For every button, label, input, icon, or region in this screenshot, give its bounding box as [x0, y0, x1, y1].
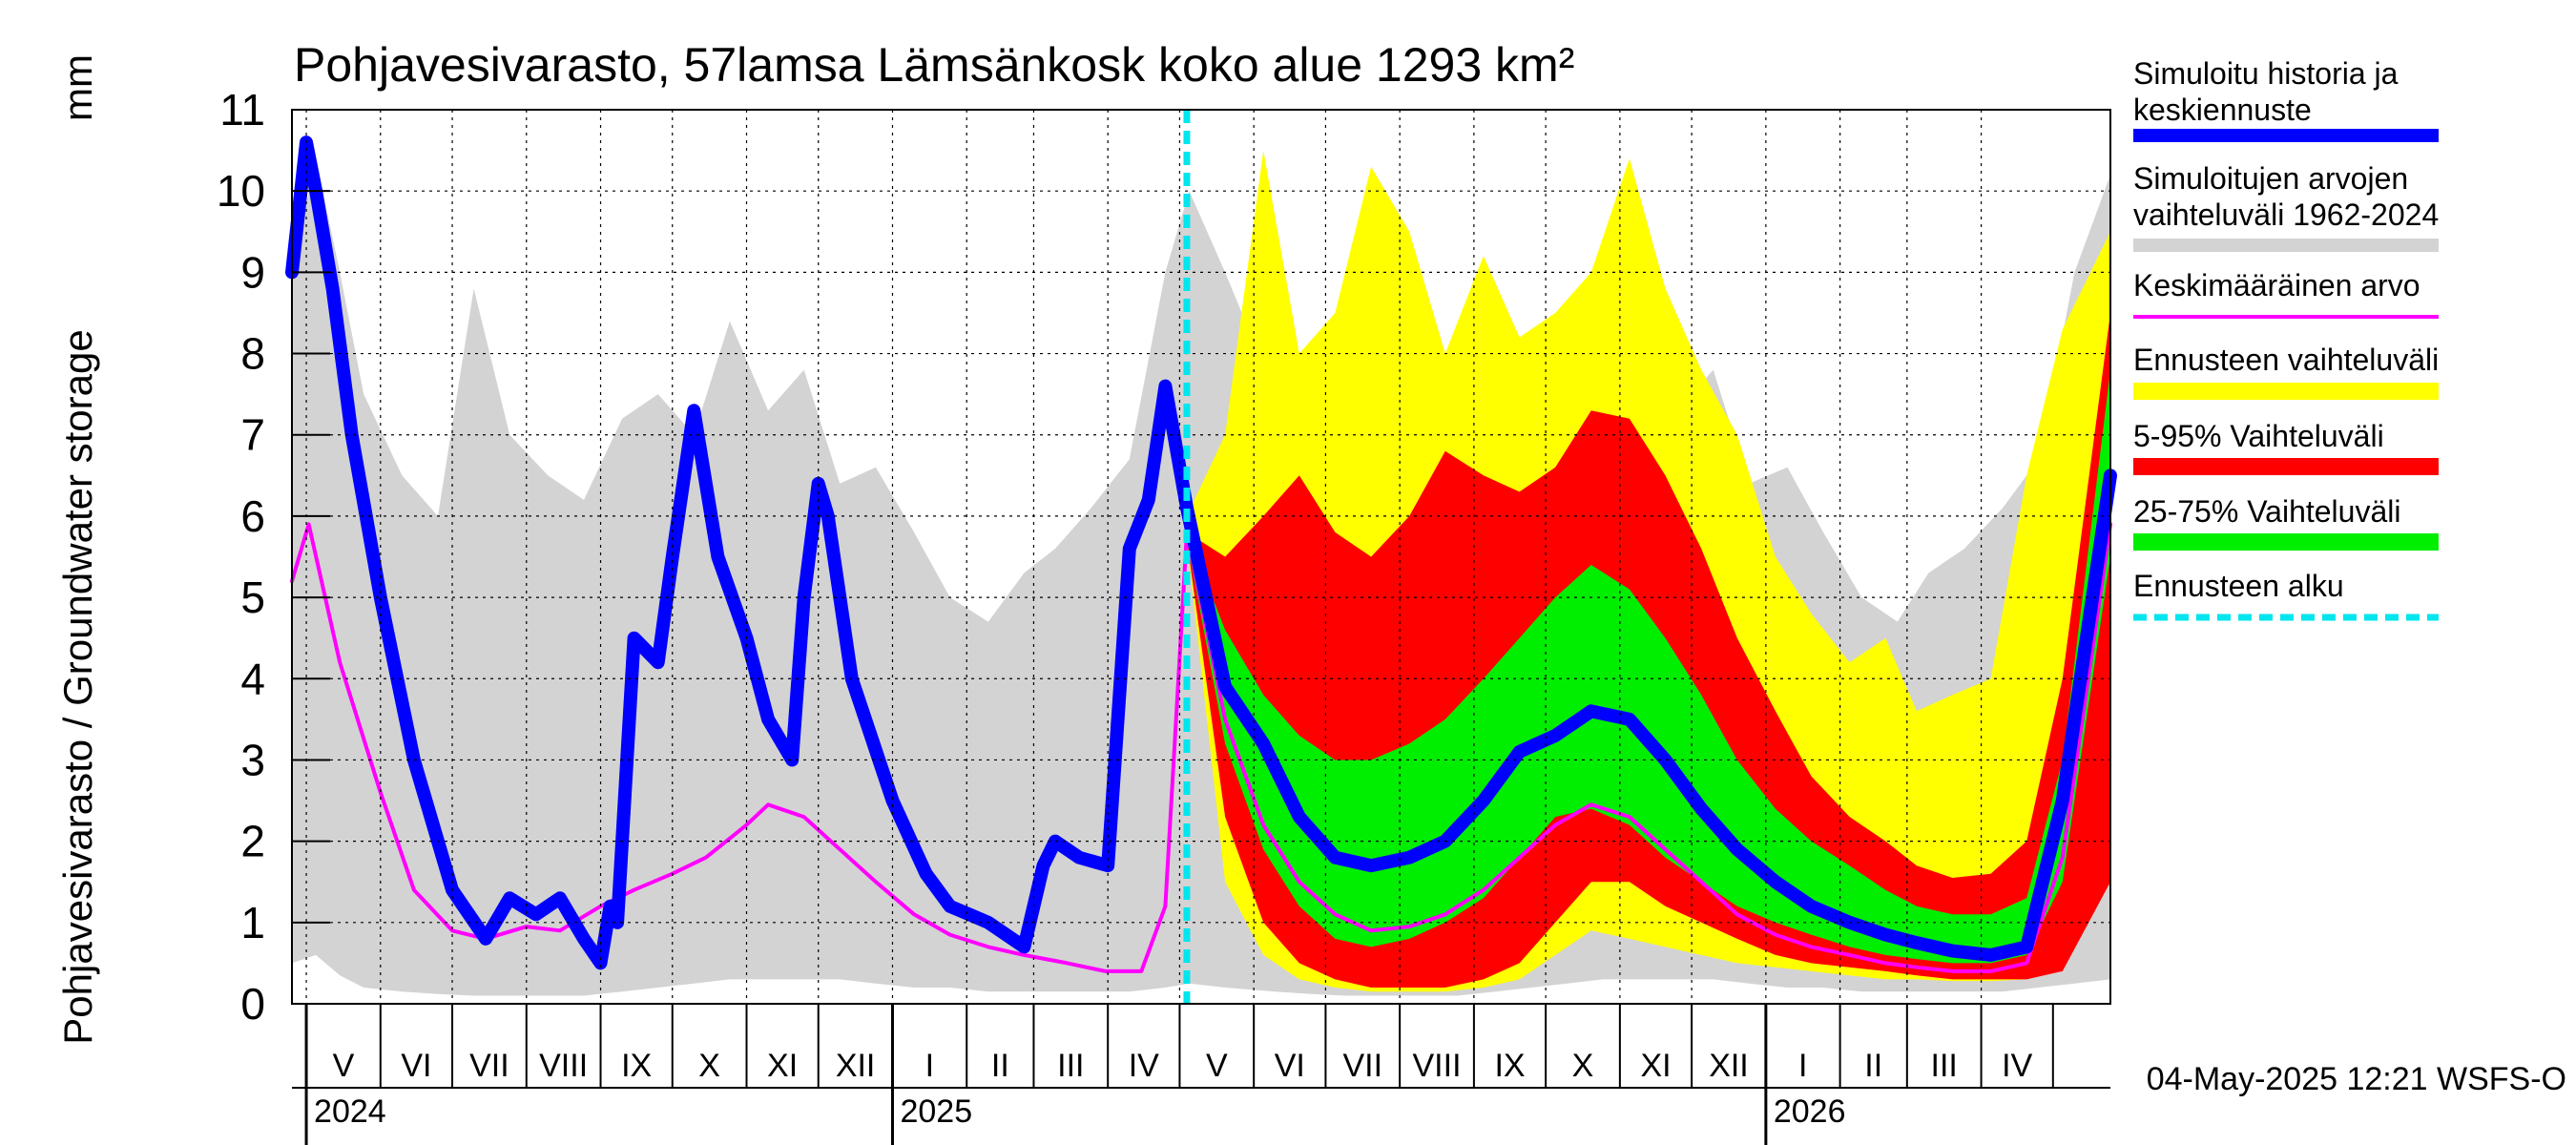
y-axis-label: Pohjavesivarasto / Groundwater storage [55, 329, 100, 1044]
month-label-12: V [1206, 1048, 1228, 1084]
month-label-9: II [991, 1048, 1009, 1084]
y-tick-label-1: 1 [240, 898, 265, 947]
y-tick-label-10: 10 [217, 166, 265, 216]
y-axis-unit: mm [55, 54, 100, 121]
month-label-8: I [925, 1048, 934, 1084]
month-label-6: XI [767, 1048, 798, 1084]
y-tick-label-6: 6 [240, 491, 265, 541]
month-label-4: IX [621, 1048, 652, 1084]
series-line-4 [290, 522, 2112, 973]
legend-label-3: Ennusteen vaihteluväli [2133, 343, 2439, 377]
y-tick-label-3: 3 [240, 735, 265, 784]
legend-label-5: 25-75% Vaihteluväli [2133, 494, 2400, 529]
legend-label-6: Ennusteen alku [2133, 569, 2344, 603]
month-label-20: I [1798, 1048, 1807, 1084]
month-label-3: VIII [539, 1048, 588, 1084]
month-label-10: III [1057, 1048, 1084, 1084]
month-label-17: X [1572, 1048, 1594, 1084]
footer-timestamp: 04-May-2025 12:21 WSFS-O [2147, 1061, 2566, 1097]
chart-title: Pohjavesivarasto, 57lamsa Lämsänkosk kok… [294, 38, 1574, 92]
legend-label-0: Simuloitu historia ja keskiennuste [2133, 56, 2399, 127]
month-label-11: IV [1129, 1048, 1159, 1084]
month-label-22: III [1931, 1048, 1958, 1084]
month-label-13: VI [1275, 1048, 1305, 1084]
legend-label-1: Simuloitujen arvojen vaihteluväli 1962-20… [2133, 161, 2439, 232]
y-tick-label-11: 11 [219, 85, 265, 135]
month-label-2: VII [469, 1048, 509, 1084]
month-label-18: XI [1640, 1048, 1671, 1084]
y-tick-label-0: 0 [240, 979, 265, 1029]
y-tick-label-9: 9 [240, 247, 265, 297]
month-label-7: XII [836, 1048, 876, 1084]
y-tick-label-5: 5 [240, 572, 265, 622]
y-tick-label-7: 7 [240, 410, 265, 460]
month-label-15: VIII [1413, 1048, 1462, 1084]
month-label-19: XII [1709, 1048, 1749, 1084]
y-tick-label-8: 8 [240, 329, 265, 379]
legend-label-2: Keskimääräinen arvo [2133, 268, 2420, 302]
y-tick-label-4: 4 [240, 654, 265, 703]
year-label-2: 2026 [1774, 1093, 1846, 1130]
legend: Simuloitu historia ja keskiennuste Simuloi… [2133, 56, 2439, 621]
month-label-14: VII [1342, 1048, 1382, 1084]
month-label-23: IV [2002, 1048, 2032, 1084]
month-label-0: V [333, 1048, 355, 1084]
month-label-5: X [698, 1048, 720, 1084]
month-label-21: II [1864, 1048, 1882, 1084]
plot-frame [291, 109, 2111, 1005]
x-axis: V VI VII VIII IX X XI XII I II III IV V VI VII VIII IX X X… [292, 1004, 2110, 1145]
year-label-1: 2025 [900, 1093, 972, 1130]
plot-area [285, 109, 2117, 1005]
legend-label-4: 5-95% Vaihteluväli [2133, 419, 2384, 453]
month-label-1: VI [401, 1048, 431, 1084]
month-label-16: IX [1494, 1048, 1525, 1084]
series-band-3 [1187, 369, 2110, 964]
y-tick-label-2: 2 [240, 817, 265, 866]
year-label-0: 2024 [314, 1093, 386, 1130]
y-axis: 0 1 2 3 4 5 6 7 8 9 10 11 [217, 85, 330, 1029]
